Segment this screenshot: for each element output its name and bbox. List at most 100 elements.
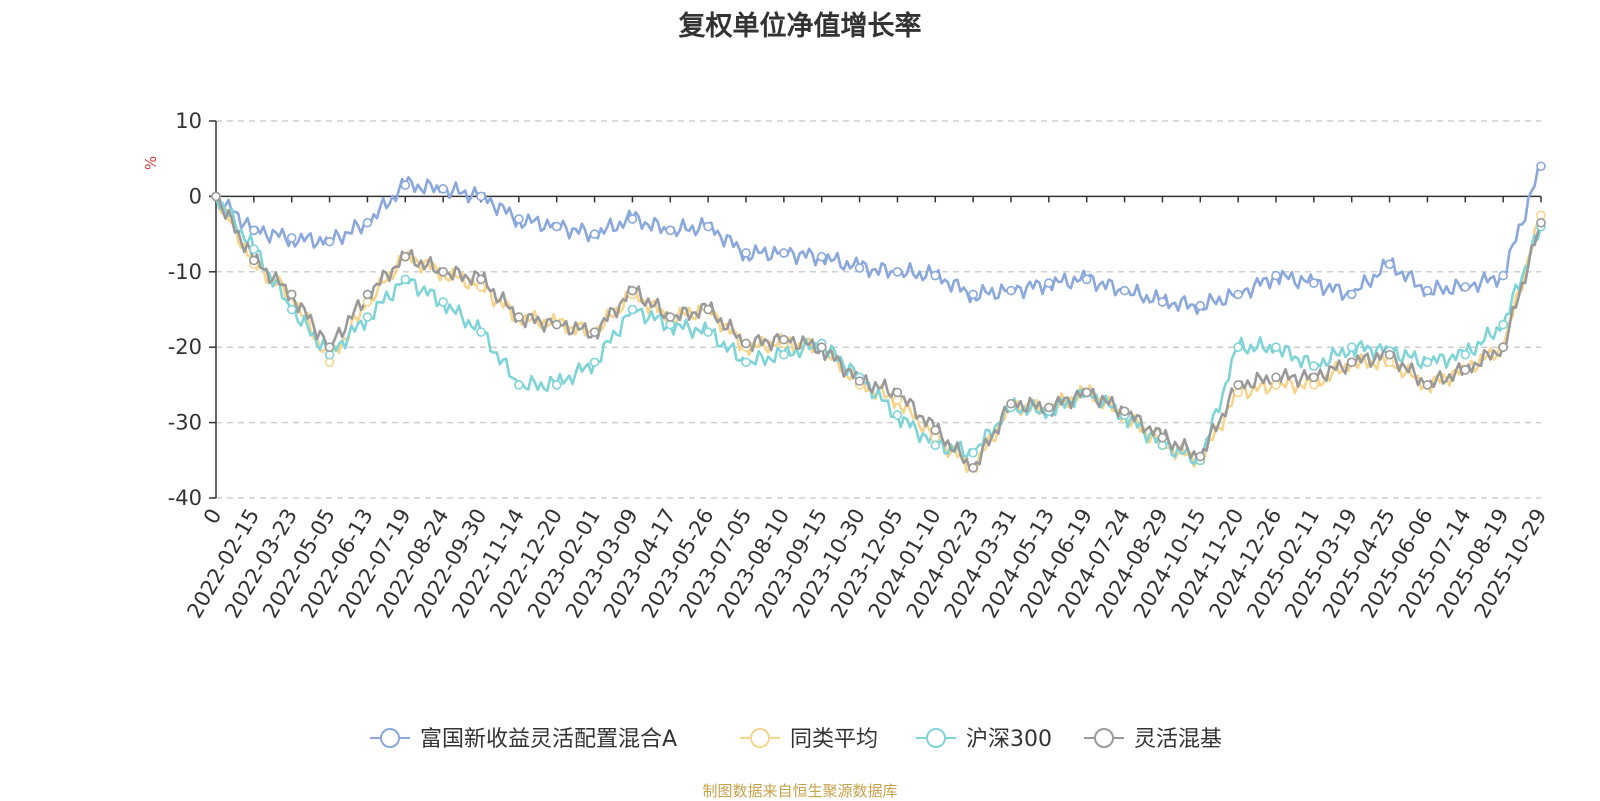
data-point xyxy=(249,225,259,236)
legend[interactable]: 富国新收益灵活配置混合A 同类平均 沪深300 灵活混基 xyxy=(370,727,1222,752)
series-line xyxy=(214,196,1543,474)
data-point xyxy=(476,327,486,337)
data-point xyxy=(400,251,411,262)
data-point xyxy=(211,191,221,202)
chart-title: 复权单位净值增长率 xyxy=(678,11,922,42)
data-point xyxy=(324,236,335,247)
data-point xyxy=(1498,319,1508,330)
data-point xyxy=(854,376,865,386)
data-point xyxy=(665,312,676,322)
data-source-note: 制图数据来自恒生聚源数据库 xyxy=(702,782,898,800)
data-point xyxy=(400,180,411,190)
y-tick-label: -10 xyxy=(168,260,202,284)
data-point xyxy=(438,266,448,277)
data-point xyxy=(324,342,335,353)
data-point xyxy=(703,221,713,232)
data-point xyxy=(930,270,941,281)
series-lines xyxy=(214,165,1543,474)
data-point xyxy=(627,304,638,315)
legend-item-peer-average[interactable]: 同类平均 xyxy=(740,727,878,752)
data-point xyxy=(551,380,562,390)
data-point xyxy=(1346,342,1357,353)
data-point xyxy=(779,349,789,360)
data-point xyxy=(1422,285,1433,296)
data-point xyxy=(968,447,978,458)
y-tick-label: -20 xyxy=(168,335,202,359)
data-point xyxy=(892,266,903,277)
data-point xyxy=(854,263,865,273)
data-point xyxy=(1044,402,1054,413)
data-point xyxy=(438,297,448,307)
data-point xyxy=(249,255,259,266)
data-point xyxy=(968,289,978,300)
data-point xyxy=(1233,289,1243,300)
data-point xyxy=(1498,342,1508,353)
data-point xyxy=(816,342,827,353)
data-point xyxy=(1006,285,1016,296)
legend-item-csi300[interactable]: 沪深300 xyxy=(916,727,1052,752)
data-point xyxy=(589,357,600,368)
x-axis: 02022-02-152022-03-232022-05-052022-06-1… xyxy=(182,195,1551,622)
data-point xyxy=(1081,274,1092,285)
data-point xyxy=(930,440,941,451)
data-point xyxy=(589,229,600,239)
y-tick-label: -30 xyxy=(168,411,202,435)
data-point xyxy=(1006,398,1016,409)
data-point xyxy=(1081,387,1092,398)
data-point xyxy=(1460,282,1471,292)
legend-label: 同类平均 xyxy=(790,727,878,752)
data-point xyxy=(286,304,297,315)
series-line xyxy=(215,165,1542,316)
data-point xyxy=(779,334,789,345)
data-point xyxy=(892,387,903,398)
data-point xyxy=(1271,270,1281,281)
data-point xyxy=(362,289,373,300)
data-point xyxy=(514,380,524,390)
data-point xyxy=(1422,357,1433,368)
data-point xyxy=(1157,432,1168,443)
data-point xyxy=(1309,372,1319,383)
data-point xyxy=(1309,361,1319,371)
data-point xyxy=(438,184,448,194)
data-point xyxy=(816,251,827,262)
data-point xyxy=(741,357,751,368)
data-point xyxy=(1384,349,1395,360)
data-point xyxy=(286,289,297,300)
data-point xyxy=(1309,278,1319,288)
data-point xyxy=(1460,365,1471,375)
legend-marker xyxy=(926,728,946,748)
legend-label: 沪深300 xyxy=(966,727,1052,752)
data-point xyxy=(741,248,751,258)
y-tick-label: 10 xyxy=(175,109,202,133)
data-point xyxy=(1422,380,1433,390)
data-point xyxy=(968,463,978,473)
data-point xyxy=(1157,297,1168,307)
grid-lines xyxy=(216,120,1541,499)
data-point xyxy=(930,425,941,435)
data-point xyxy=(514,312,524,322)
data-point xyxy=(1536,217,1546,228)
data-point xyxy=(362,217,373,228)
x-tick-label: 0 xyxy=(199,505,226,529)
data-point xyxy=(741,338,751,349)
data-point xyxy=(1460,349,1471,360)
data-point xyxy=(779,248,789,258)
data-point xyxy=(362,312,373,322)
data-point xyxy=(1346,289,1357,300)
data-point xyxy=(1195,300,1206,311)
data-point xyxy=(1498,270,1508,281)
data-point xyxy=(514,214,524,224)
chart: 10 0 -10 -20 -30 -40 02022-02-152022-03-23202… xyxy=(142,109,1551,752)
legend-item-fund[interactable]: 富国新收益灵活配置混合A xyxy=(370,727,677,752)
data-point xyxy=(1384,259,1395,270)
data-point xyxy=(1536,161,1546,172)
data-point xyxy=(286,233,297,243)
data-point xyxy=(627,214,638,224)
data-point xyxy=(1346,357,1357,368)
data-point xyxy=(1044,278,1054,288)
data-point xyxy=(627,285,638,296)
data-point xyxy=(476,274,486,285)
data-point xyxy=(665,225,676,236)
series-line xyxy=(214,196,1543,466)
legend-item-flexible-mixed[interactable]: 灵活混基 xyxy=(1084,727,1222,752)
